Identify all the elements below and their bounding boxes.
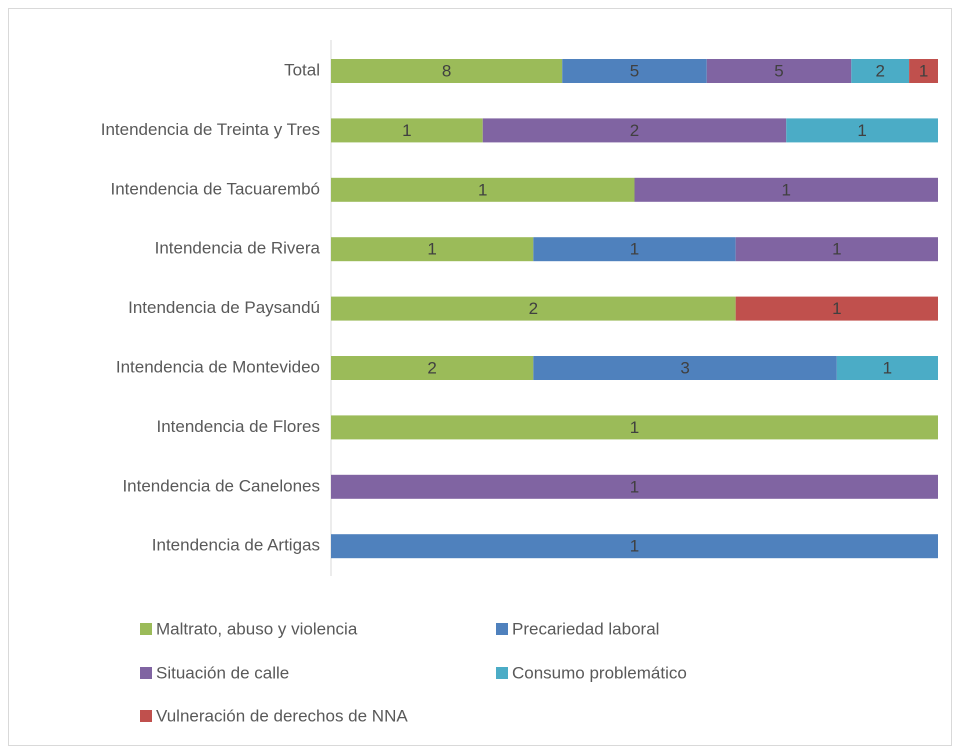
legend-swatch [140,710,152,722]
data-label: 1 [883,358,892,377]
bar-segment [735,296,938,321]
data-label: 1 [857,121,866,140]
data-label: 3 [680,358,689,377]
y-tick-label: Intendencia de Montevideo [116,357,320,376]
data-label: 1 [427,240,436,259]
y-tick-label: Intendencia de Flores [157,417,321,436]
data-label: 5 [630,61,639,80]
bar-segment [331,356,534,380]
y-tick-label: Intendencia de Rivera [155,239,321,258]
legend-label: Situación de calle [156,663,289,682]
bar-segment [482,118,787,143]
data-label: 1 [630,477,639,496]
data-label: 1 [630,537,639,556]
bar-segment [909,59,938,83]
legend-swatch [140,623,152,635]
data-label: 8 [442,61,451,80]
bar-segment [331,474,938,499]
bar-segment [331,415,938,440]
bar-segment [331,296,736,321]
bar-segment [786,118,938,143]
data-label: 1 [782,180,791,199]
y-tick-label: Total [284,60,320,79]
bar-segment [331,237,534,262]
bar-segment [735,237,938,262]
y-tick-label: Intendencia de Treinta y Tres [101,120,320,139]
bar-segment [331,534,938,559]
bar-segment [533,237,736,262]
bar-segment [706,59,852,83]
data-label: 1 [832,240,841,259]
data-label: 1 [832,299,841,318]
bar-segment [331,59,563,83]
data-label: 1 [630,240,639,259]
data-label: 5 [774,61,783,80]
legend-label: Maltrato, abuso y violencia [156,619,358,638]
data-label: 2 [529,299,538,318]
bar-segment [331,118,483,143]
data-label: 1 [478,180,487,199]
data-label: 1 [402,121,411,140]
y-tick-label: Intendencia de Artigas [152,536,320,555]
y-tick-label: Intendencia de Canelones [122,476,320,495]
data-label: 1 [630,418,639,437]
bar-segment [331,177,635,202]
data-label: 1 [919,61,928,80]
bar-segment [634,177,938,202]
legend-swatch [140,667,152,679]
data-label: 2 [630,121,639,140]
y-tick-label: Intendencia de Tacuarembó [110,179,320,198]
bar-segment [836,356,938,380]
data-label: 2 [875,61,884,80]
y-tick-label: Intendencia de Paysandú [128,298,320,317]
bar-segment [562,59,707,83]
bar-segment [533,356,837,380]
legend-label: Precariedad laboral [512,619,659,638]
legend-label: Vulneración de derechos de NNA [156,706,408,725]
bar-segment [851,59,910,83]
legend-swatch [496,667,508,679]
legend-swatch [496,623,508,635]
legend-label: Consumo problemático [512,663,687,682]
data-label: 2 [427,358,436,377]
